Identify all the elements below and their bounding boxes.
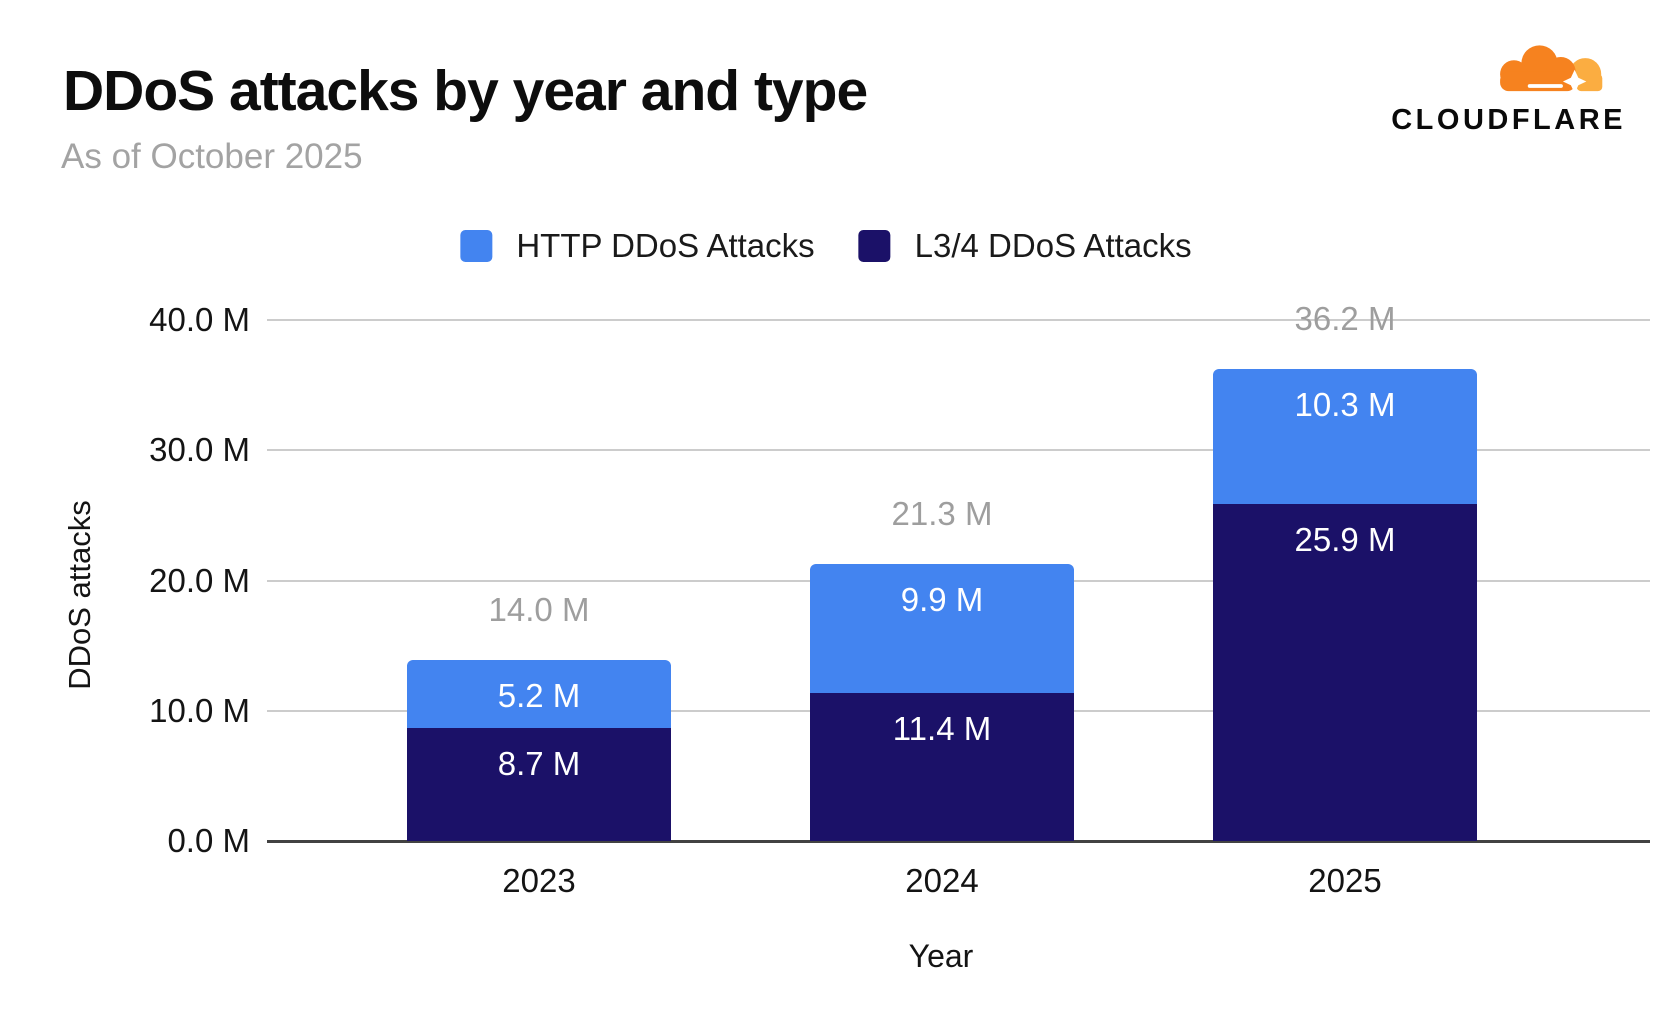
brand-wordmark: CLOUDFLARE [1391,104,1626,136]
bar-segment-http [1213,369,1477,504]
bar-segment-l34 [407,727,671,841]
legend-item-http: HTTP DDoS Attacks [460,227,815,265]
gridline [267,319,1650,321]
segment-value-label: 5.2 M [497,676,581,714]
total-value-label: 36.2 M [1294,300,1396,338]
segment-value-label: 11.4 M [892,709,992,747]
bar-segment-l34 [1213,503,1477,841]
total-value-label: 21.3 M [891,494,993,532]
bar-segment-http [810,563,1074,693]
gridline [267,449,1650,452]
legend-label-http: HTTP DDoS Attacks [516,227,815,264]
cloudflare-logo: CLOUDFLARE [1366,40,1626,140]
x-tick-label: 2025 [1308,862,1382,899]
x-axis-title: Year [908,938,974,974]
y-tick-label: 20.0 M [149,561,250,599]
y-tick-label: 40.0 M [149,301,250,338]
y-axis-title: DDoS attacks [62,500,97,690]
legend-label-l34: L3/4 DDoS Attacks [914,227,1192,264]
page-subtitle: As of October 2025 [61,137,363,176]
legend-swatch-http [460,230,493,262]
segment-value-label: 25.9 M [1294,520,1396,558]
x-tick-label: 2023 [502,862,576,899]
cloudflare-cloud-icon [1500,45,1603,94]
segment-value-label: 9.9 M [900,580,984,618]
total-value-label: 14.0 M [488,590,590,628]
legend-item-l34: L3/4 DDoS Attacks [858,227,1192,265]
bar-segment-http [407,659,671,728]
y-tick-label: 10.0 M [149,691,250,729]
legend: HTTP DDoS Attacks L3/4 DDoS Attacks [460,227,1192,265]
x-tick-label: 2024 [905,862,979,899]
page-title: DDoS attacks by year and type [63,59,868,123]
bar-segment-l34 [810,692,1074,841]
segment-value-label: 10.3 M [1294,386,1396,424]
legend-swatch-l34 [858,230,891,262]
y-tick-label: 30.0 M [149,431,250,469]
y-tick-label: 0.0 M [167,822,250,859]
x-axis-line [267,840,1650,843]
segment-value-label: 8.7 M [497,744,581,782]
